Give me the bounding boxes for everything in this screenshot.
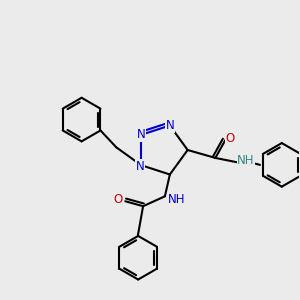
Text: N: N [136, 160, 144, 172]
Text: O: O [114, 193, 123, 206]
Text: N: N [166, 119, 174, 132]
Text: NH: NH [168, 193, 185, 206]
Text: N: N [137, 128, 146, 141]
Text: O: O [226, 132, 235, 145]
Text: NH: NH [237, 154, 255, 167]
